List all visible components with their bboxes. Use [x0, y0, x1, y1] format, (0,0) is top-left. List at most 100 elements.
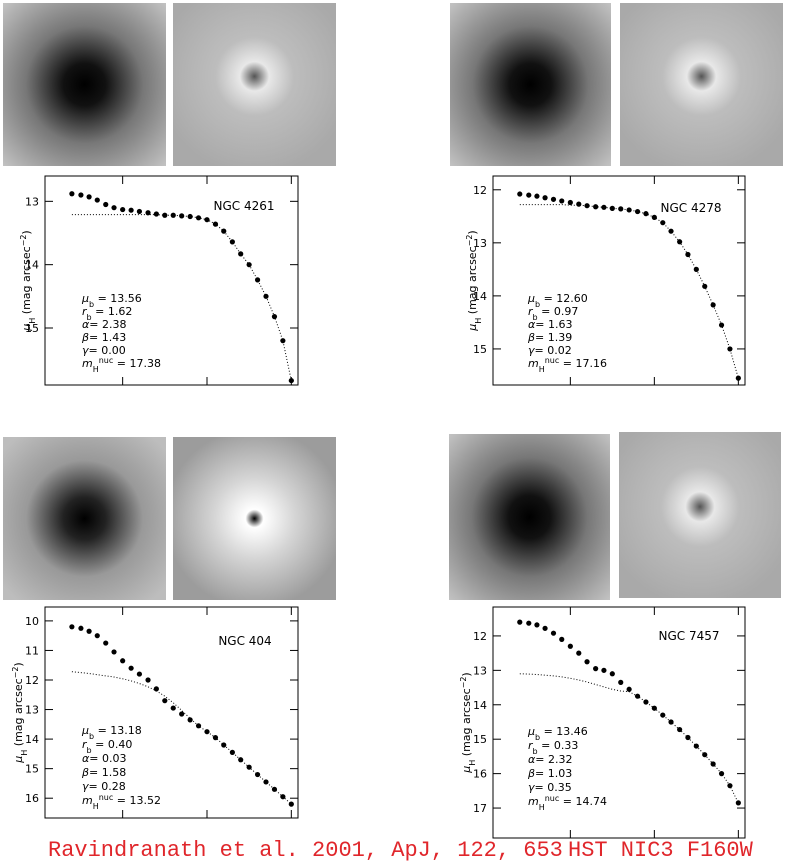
y-axis-label: μH (mag arcsec−2)	[459, 672, 477, 773]
fit-line	[71, 671, 292, 805]
data-point	[567, 199, 573, 206]
text-text: = 13.18	[94, 724, 142, 737]
text-symbol: μ	[81, 292, 89, 305]
data-point	[78, 625, 84, 631]
data-point	[187, 213, 193, 220]
galaxy-image	[449, 434, 610, 600]
fit-parameter: γ= 0.02	[528, 344, 572, 357]
text-text: = 1.63	[535, 318, 572, 331]
data-point	[593, 666, 599, 672]
data-point	[534, 622, 540, 628]
data-point	[136, 671, 143, 677]
data-point	[526, 620, 532, 626]
text-sub: b	[533, 747, 538, 756]
y-tick-label: 13	[473, 664, 487, 677]
data-point	[170, 705, 176, 711]
y-tick-label: 12	[473, 184, 487, 197]
text-symbol: μ	[12, 756, 25, 764]
text-sup: nuc	[99, 356, 114, 365]
text-symbol: μ	[466, 324, 479, 332]
data-point	[584, 659, 590, 665]
y-tick-label: 15	[473, 733, 487, 746]
data-point	[693, 743, 699, 749]
data-point	[103, 201, 109, 208]
fit-line	[71, 214, 292, 381]
text-text: = 2.32	[535, 753, 572, 766]
data-point	[542, 625, 548, 631]
text-sub: b	[89, 732, 94, 741]
y-tick-label: 12	[473, 630, 487, 643]
y-tick-label: 14	[473, 290, 487, 303]
fit-parameter: γ= 0.00	[82, 344, 126, 357]
text-end: )	[12, 662, 25, 666]
y-tick-label: 13	[473, 237, 487, 250]
fit-parameter: mHnuc = 14.74	[528, 794, 607, 812]
text-text: = 2.38	[89, 318, 126, 331]
text-sup: −2	[459, 677, 468, 689]
data-point	[86, 194, 92, 200]
text-sub: b	[535, 300, 540, 309]
text-text: = 1.58	[89, 766, 126, 779]
residual-image	[173, 437, 336, 600]
instrument: HST NIC3 F160W	[568, 838, 754, 863]
text-symbol: γ	[528, 781, 535, 794]
y-tick-label: 16	[473, 768, 487, 781]
data-point	[145, 210, 151, 216]
fit-parameter: β= 1.03	[527, 767, 572, 780]
y-tick-label: 15	[473, 343, 487, 356]
data-point	[229, 749, 235, 755]
data-point	[660, 712, 666, 718]
text-sup: −2	[465, 235, 474, 247]
text-symbol: γ	[82, 344, 89, 357]
text-sub: H	[468, 760, 477, 766]
text-text: = 13.52	[113, 794, 161, 807]
citation: Ravindranath et al. 2001, ApJ, 122, 653	[48, 838, 563, 863]
data-point	[526, 192, 532, 198]
text-symbol: β	[81, 766, 89, 779]
text-text: (mag arcsec	[466, 246, 479, 317]
text-sup: nuc	[545, 356, 560, 365]
data-point	[618, 206, 624, 212]
text-text: (mag arcsec	[20, 246, 33, 317]
fit-line	[519, 204, 739, 379]
data-point	[651, 214, 657, 220]
data-point	[94, 197, 100, 203]
data-point	[179, 711, 185, 717]
data-point	[153, 686, 159, 692]
data-point	[128, 207, 134, 213]
y-tick-label: 14	[25, 733, 39, 746]
text-symbol: μ	[20, 324, 33, 332]
data-point	[601, 667, 607, 673]
data-point	[685, 734, 691, 741]
data-point	[170, 212, 176, 218]
galaxy-image	[3, 437, 166, 600]
text-text: = 14.74	[559, 795, 607, 808]
text-text: = 0.35	[535, 781, 572, 794]
data-point	[136, 208, 143, 215]
data-point	[550, 630, 557, 636]
text-sub: H	[539, 803, 545, 812]
text-sub: H	[20, 750, 29, 756]
data-point	[263, 293, 269, 299]
fit-parameter: α= 1.63	[528, 318, 572, 331]
plot-frame	[44, 175, 299, 386]
data-point	[542, 195, 548, 201]
text-end: )	[20, 230, 33, 234]
text-text: = 0.00	[89, 344, 126, 357]
data-point	[69, 191, 75, 197]
y-tick-label: 15	[25, 322, 39, 335]
text-text: = 1.39	[535, 331, 572, 344]
y-axis-label: μH (mag arcsec−2)	[11, 662, 29, 763]
text-sub: H	[93, 365, 99, 374]
data-point	[111, 649, 117, 655]
data-point	[221, 228, 227, 234]
fit-parameter: β= 1.39	[527, 331, 572, 344]
text-sub: b	[89, 300, 94, 309]
text-symbol: α	[528, 753, 536, 766]
text-sub: b	[87, 746, 92, 755]
galaxy-image	[450, 3, 611, 166]
data-point	[693, 266, 699, 272]
text-text: = 0.33	[538, 739, 579, 752]
